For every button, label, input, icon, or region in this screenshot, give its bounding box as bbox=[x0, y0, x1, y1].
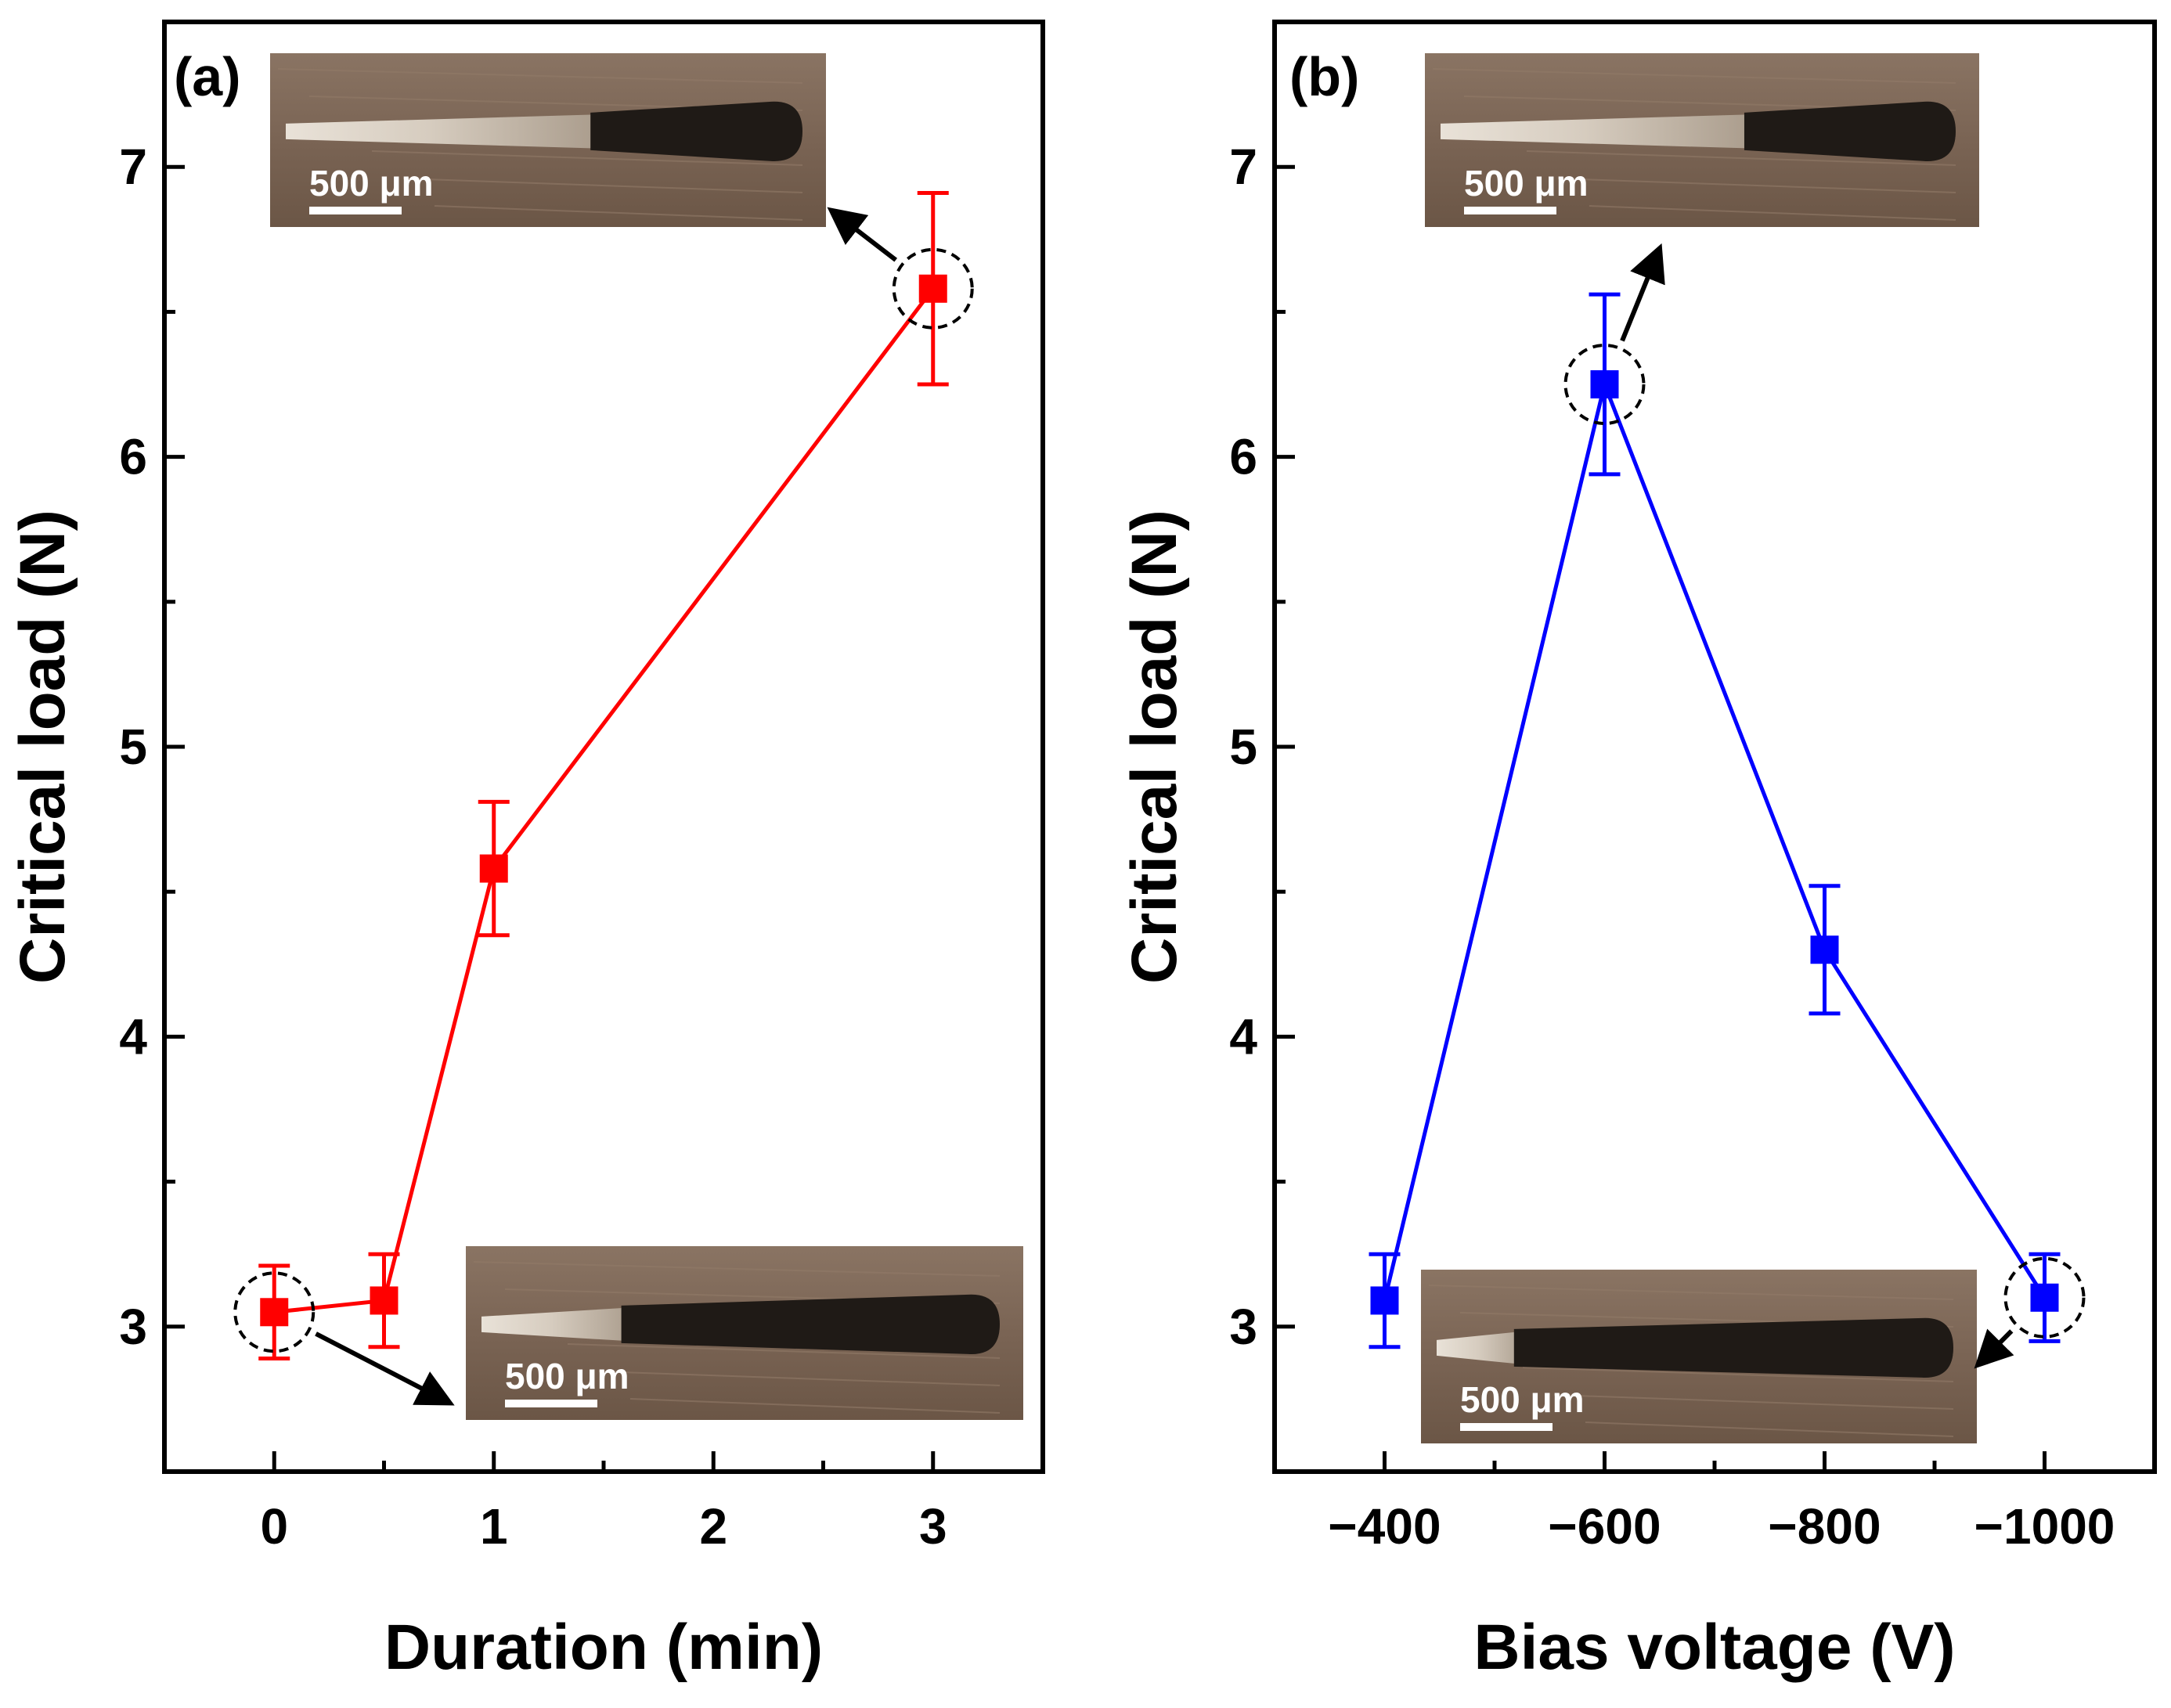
panel-b: 3 4 5 6 7 −400 −600 −800 −1000 500 μm 500 μm (b)… bbox=[1119, 20, 2157, 1683]
x-tick-label: −800 bbox=[1768, 1498, 1881, 1555]
highlight-circle bbox=[2003, 1256, 2086, 1339]
inset-micrograph: 500 μm bbox=[270, 53, 898, 262]
surface-line bbox=[402, 178, 803, 193]
y-tick-label: 6 bbox=[119, 429, 147, 485]
x-tick-label: 2 bbox=[699, 1498, 727, 1555]
scale-bar bbox=[505, 1400, 597, 1407]
surface-line bbox=[473, 1261, 1001, 1277]
x-tick-label: 0 bbox=[260, 1498, 288, 1555]
surface-line bbox=[1553, 1394, 1954, 1410]
x-tick-label: −600 bbox=[1548, 1498, 1661, 1555]
surface-line bbox=[629, 1398, 1001, 1414]
inset-micrograph: 500 μm bbox=[1421, 1270, 2014, 1443]
x-tick-label: 3 bbox=[919, 1498, 947, 1555]
scale-bar-label: 500 μm bbox=[1460, 1379, 1585, 1420]
x-axis-ticks: −400 −600 −800 −1000 bbox=[1328, 1451, 2115, 1555]
data-point bbox=[1590, 370, 1619, 398]
y-tick-label: 6 bbox=[1229, 429, 1257, 485]
inset-arrow bbox=[1974, 1328, 2014, 1369]
y-tick-label: 3 bbox=[119, 1299, 147, 1355]
data-point bbox=[2030, 1283, 2059, 1312]
inset-arrow bbox=[1620, 243, 1665, 342]
highlight-circle bbox=[233, 1271, 316, 1353]
surface-line bbox=[371, 150, 803, 166]
series-line bbox=[1383, 377, 2047, 1302]
y-axis-ticks: 3 4 5 6 7 bbox=[1229, 20, 1295, 1474]
y-tick-label: 7 bbox=[119, 139, 147, 195]
y-axis-title: Critical load (N) bbox=[7, 510, 78, 984]
surface-line bbox=[1589, 205, 1956, 221]
surface-line bbox=[567, 1343, 1001, 1359]
data-point bbox=[260, 1298, 289, 1327]
y-axis-title: Critical load (N) bbox=[1119, 510, 1190, 984]
surface-line bbox=[1585, 1422, 1954, 1437]
data-point bbox=[1370, 1286, 1399, 1315]
surface-line bbox=[1432, 68, 1956, 84]
surface-line bbox=[1526, 150, 1956, 166]
data-point bbox=[1810, 935, 1839, 964]
scale-bar-label: 500 μm bbox=[309, 163, 434, 204]
inset-micrograph: 500 μm bbox=[315, 1246, 1023, 1420]
insets: 500 μm 500 μm bbox=[270, 53, 1023, 1420]
x-axis-ticks: 0 1 2 3 bbox=[260, 1451, 947, 1555]
y-axis-ticks: 3 4 5 6 7 bbox=[119, 20, 185, 1474]
insets: 500 μm 500 μm bbox=[1421, 53, 2014, 1443]
panel-label: (b) bbox=[1289, 46, 1359, 107]
scale-bar-label: 500 μm bbox=[505, 1356, 629, 1396]
surface-line bbox=[434, 205, 803, 221]
scratch-track bbox=[1513, 1317, 1953, 1378]
highlight-circle bbox=[1563, 344, 1646, 425]
plot-frame bbox=[1272, 20, 2157, 1474]
scratch-track bbox=[621, 1294, 1000, 1354]
scratch-streak bbox=[286, 114, 607, 149]
x-tick-label: 1 bbox=[480, 1498, 508, 1555]
x-axis-title: Bias voltage (V) bbox=[1473, 1612, 1955, 1683]
scratch-track bbox=[1744, 101, 1956, 161]
inset-micrograph: 500 μm bbox=[1425, 53, 1979, 342]
scale-bar bbox=[1464, 207, 1556, 214]
data-point bbox=[918, 274, 947, 303]
x-axis-title: Duration (min) bbox=[384, 1612, 823, 1683]
y-tick-label: 4 bbox=[1229, 1008, 1257, 1065]
panel-a: 3 4 5 6 7 0 1 2 3 500 μm 500 μm (a) Duration (mi… bbox=[7, 20, 1045, 1683]
scale-bar bbox=[309, 207, 402, 214]
scratch-track bbox=[590, 101, 802, 161]
data-point bbox=[370, 1286, 398, 1315]
surface-line bbox=[598, 1371, 1001, 1386]
scratch-streak bbox=[1437, 1330, 1530, 1365]
y-tick-label: 5 bbox=[1229, 719, 1257, 775]
x-tick-label: −400 bbox=[1328, 1498, 1441, 1555]
y-tick-label: 3 bbox=[1229, 1299, 1257, 1355]
data-marks bbox=[1369, 292, 2086, 1349]
y-tick-label: 4 bbox=[119, 1008, 147, 1065]
inset-arrow bbox=[827, 207, 898, 262]
data-marks bbox=[233, 191, 974, 1361]
surface-line bbox=[1522, 1367, 1954, 1382]
data-point bbox=[479, 854, 508, 883]
scratch-streak bbox=[1441, 114, 1760, 149]
scale-bar-label: 500 μm bbox=[1464, 163, 1589, 204]
surface-line bbox=[1557, 178, 1956, 193]
highlight-circle bbox=[892, 247, 974, 330]
surface-line bbox=[277, 68, 803, 84]
series-line bbox=[273, 287, 935, 1314]
y-tick-label: 7 bbox=[1229, 139, 1257, 195]
scratch-streak bbox=[481, 1306, 637, 1342]
panel-label: (a) bbox=[174, 46, 241, 107]
inset-arrow bbox=[315, 1331, 455, 1406]
scale-bar bbox=[1460, 1423, 1553, 1431]
y-tick-label: 5 bbox=[119, 719, 147, 775]
surface-line bbox=[1428, 1285, 1954, 1300]
x-tick-label: −1000 bbox=[1974, 1498, 2115, 1555]
